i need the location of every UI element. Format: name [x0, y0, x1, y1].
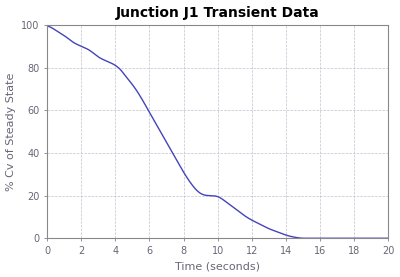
X-axis label: Time (seconds): Time (seconds)	[175, 261, 260, 271]
Title: Junction J1 Transient Data: Junction J1 Transient Data	[116, 6, 320, 20]
Y-axis label: % Cv of Steady State: % Cv of Steady State	[6, 72, 16, 191]
